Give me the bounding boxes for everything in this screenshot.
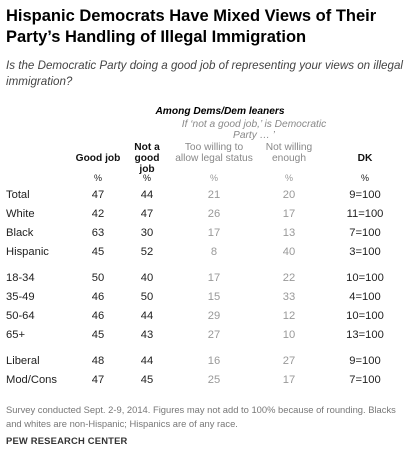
table-cell: 50 — [91, 272, 105, 284]
column-header-not-good-job: Not a good job — [134, 142, 160, 175]
table-cell: 4=100 — [349, 291, 381, 303]
table-row: Liberal 48 44 16 27 9=100 — [0, 351, 410, 371]
table-cell: 20 — [282, 189, 296, 201]
table-cell: 13 — [282, 227, 296, 239]
unit-not-good-job: % — [142, 173, 151, 183]
table-cell: 11=100 — [346, 208, 384, 220]
table-row: 65+ 45 43 27 10 13=100 — [0, 325, 410, 345]
row-label: 65+ — [6, 329, 25, 341]
table-cell: 50 — [140, 291, 154, 303]
table-row: Hispanic 45 52 8 40 3=100 — [0, 242, 410, 262]
column-header-dk: DK — [357, 153, 373, 164]
unit-dk: % — [360, 173, 369, 183]
table-cell: 10=100 — [346, 310, 384, 322]
table-cell: 29 — [207, 310, 221, 322]
row-label: 35-49 — [6, 291, 35, 303]
table-cell: 7=100 — [349, 374, 381, 386]
table-cell: 17 — [207, 227, 221, 239]
table-cell: 45 — [91, 246, 105, 258]
table-cell: 52 — [140, 246, 154, 258]
table-cell: 13=100 — [346, 329, 384, 341]
table-cell: 47 — [140, 208, 154, 220]
table-cell: 25 — [207, 374, 221, 386]
table-cell: 17 — [282, 208, 296, 220]
table-cell: 46 — [91, 310, 105, 322]
table-cell: 45 — [91, 329, 105, 341]
table-cell: 16 — [207, 355, 221, 367]
table-cell: 47 — [91, 374, 105, 386]
table-cell: 43 — [140, 329, 154, 341]
row-label: Hispanic — [6, 246, 49, 258]
table-cell: 8 — [210, 246, 218, 258]
unit-not-willing: % — [284, 173, 293, 183]
table-row: Black 63 30 17 13 7=100 — [0, 223, 410, 243]
row-label: 50-64 — [6, 310, 35, 322]
table-cell: 12 — [282, 310, 296, 322]
row-label: Mod/Cons — [6, 374, 57, 386]
table-cell: 22 — [282, 272, 296, 284]
unit-good-job: % — [93, 173, 102, 183]
column-header-good-job: Good job — [75, 153, 121, 164]
table-cell: 9=100 — [349, 189, 381, 201]
table-cell: 9=100 — [349, 355, 381, 367]
row-label: Black — [6, 227, 34, 239]
row-label: Liberal — [6, 355, 40, 367]
row-label: Total — [6, 189, 30, 201]
table-cell: 44 — [140, 189, 154, 201]
table-cell: 42 — [91, 208, 105, 220]
table-cell: 27 — [207, 329, 221, 341]
source-credit: PEW RESEARCH CENTER — [6, 435, 128, 446]
chart-subtitle: Is the Democratic Party doing a good job… — [6, 59, 403, 88]
table-cell: 17 — [282, 374, 296, 386]
unit-too-willing: % — [209, 173, 218, 183]
table-row: Total 47 44 21 20 9=100 — [0, 185, 410, 205]
table-row: White 42 47 26 17 11=100 — [0, 204, 410, 224]
footnote: Survey conducted Sept. 2-9, 2014. Figure… — [6, 404, 396, 429]
table-cell: 3=100 — [349, 246, 381, 258]
table-cell: 48 — [91, 355, 105, 367]
row-label: 18-34 — [6, 272, 35, 284]
column-header-not-willing: Not willing enough — [265, 142, 313, 164]
table-cell: 7=100 — [349, 227, 381, 239]
table-cell: 47 — [91, 189, 105, 201]
table-cell: 46 — [91, 291, 105, 303]
table-cell: 30 — [140, 227, 154, 239]
table-row: 35-49 46 50 15 33 4=100 — [0, 287, 410, 307]
table-cell: 44 — [140, 355, 154, 367]
table-row: 50-64 46 44 29 12 10=100 — [0, 306, 410, 326]
table-row: 18-34 50 40 17 22 10=100 — [0, 268, 410, 288]
table-cell: 10 — [282, 329, 296, 341]
table-cell: 26 — [207, 208, 221, 220]
table-row: Mod/Cons 47 45 25 17 7=100 — [0, 370, 410, 390]
row-label: White — [6, 208, 35, 220]
table-cell: 10=100 — [346, 272, 384, 284]
column-header-too-willing: Too willing to allow legal status — [175, 142, 253, 164]
sub-header: If ‘not a good job,’ is Democratic Party… — [181, 119, 327, 141]
table-cell: 21 — [207, 189, 221, 201]
table-cell: 44 — [140, 310, 154, 322]
table-cell: 40 — [282, 246, 296, 258]
table-cell: 27 — [282, 355, 296, 367]
table-cell: 40 — [140, 272, 154, 284]
table-cell: 17 — [207, 272, 221, 284]
table-cell: 45 — [140, 374, 154, 386]
table-cell: 33 — [282, 291, 296, 303]
group-header: Among Dems/Dem leaners — [155, 106, 285, 117]
chart-title: Hispanic Democrats Have Mixed Views of T… — [6, 7, 377, 46]
table-cell: 15 — [207, 291, 221, 303]
table-cell: 63 — [91, 227, 105, 239]
